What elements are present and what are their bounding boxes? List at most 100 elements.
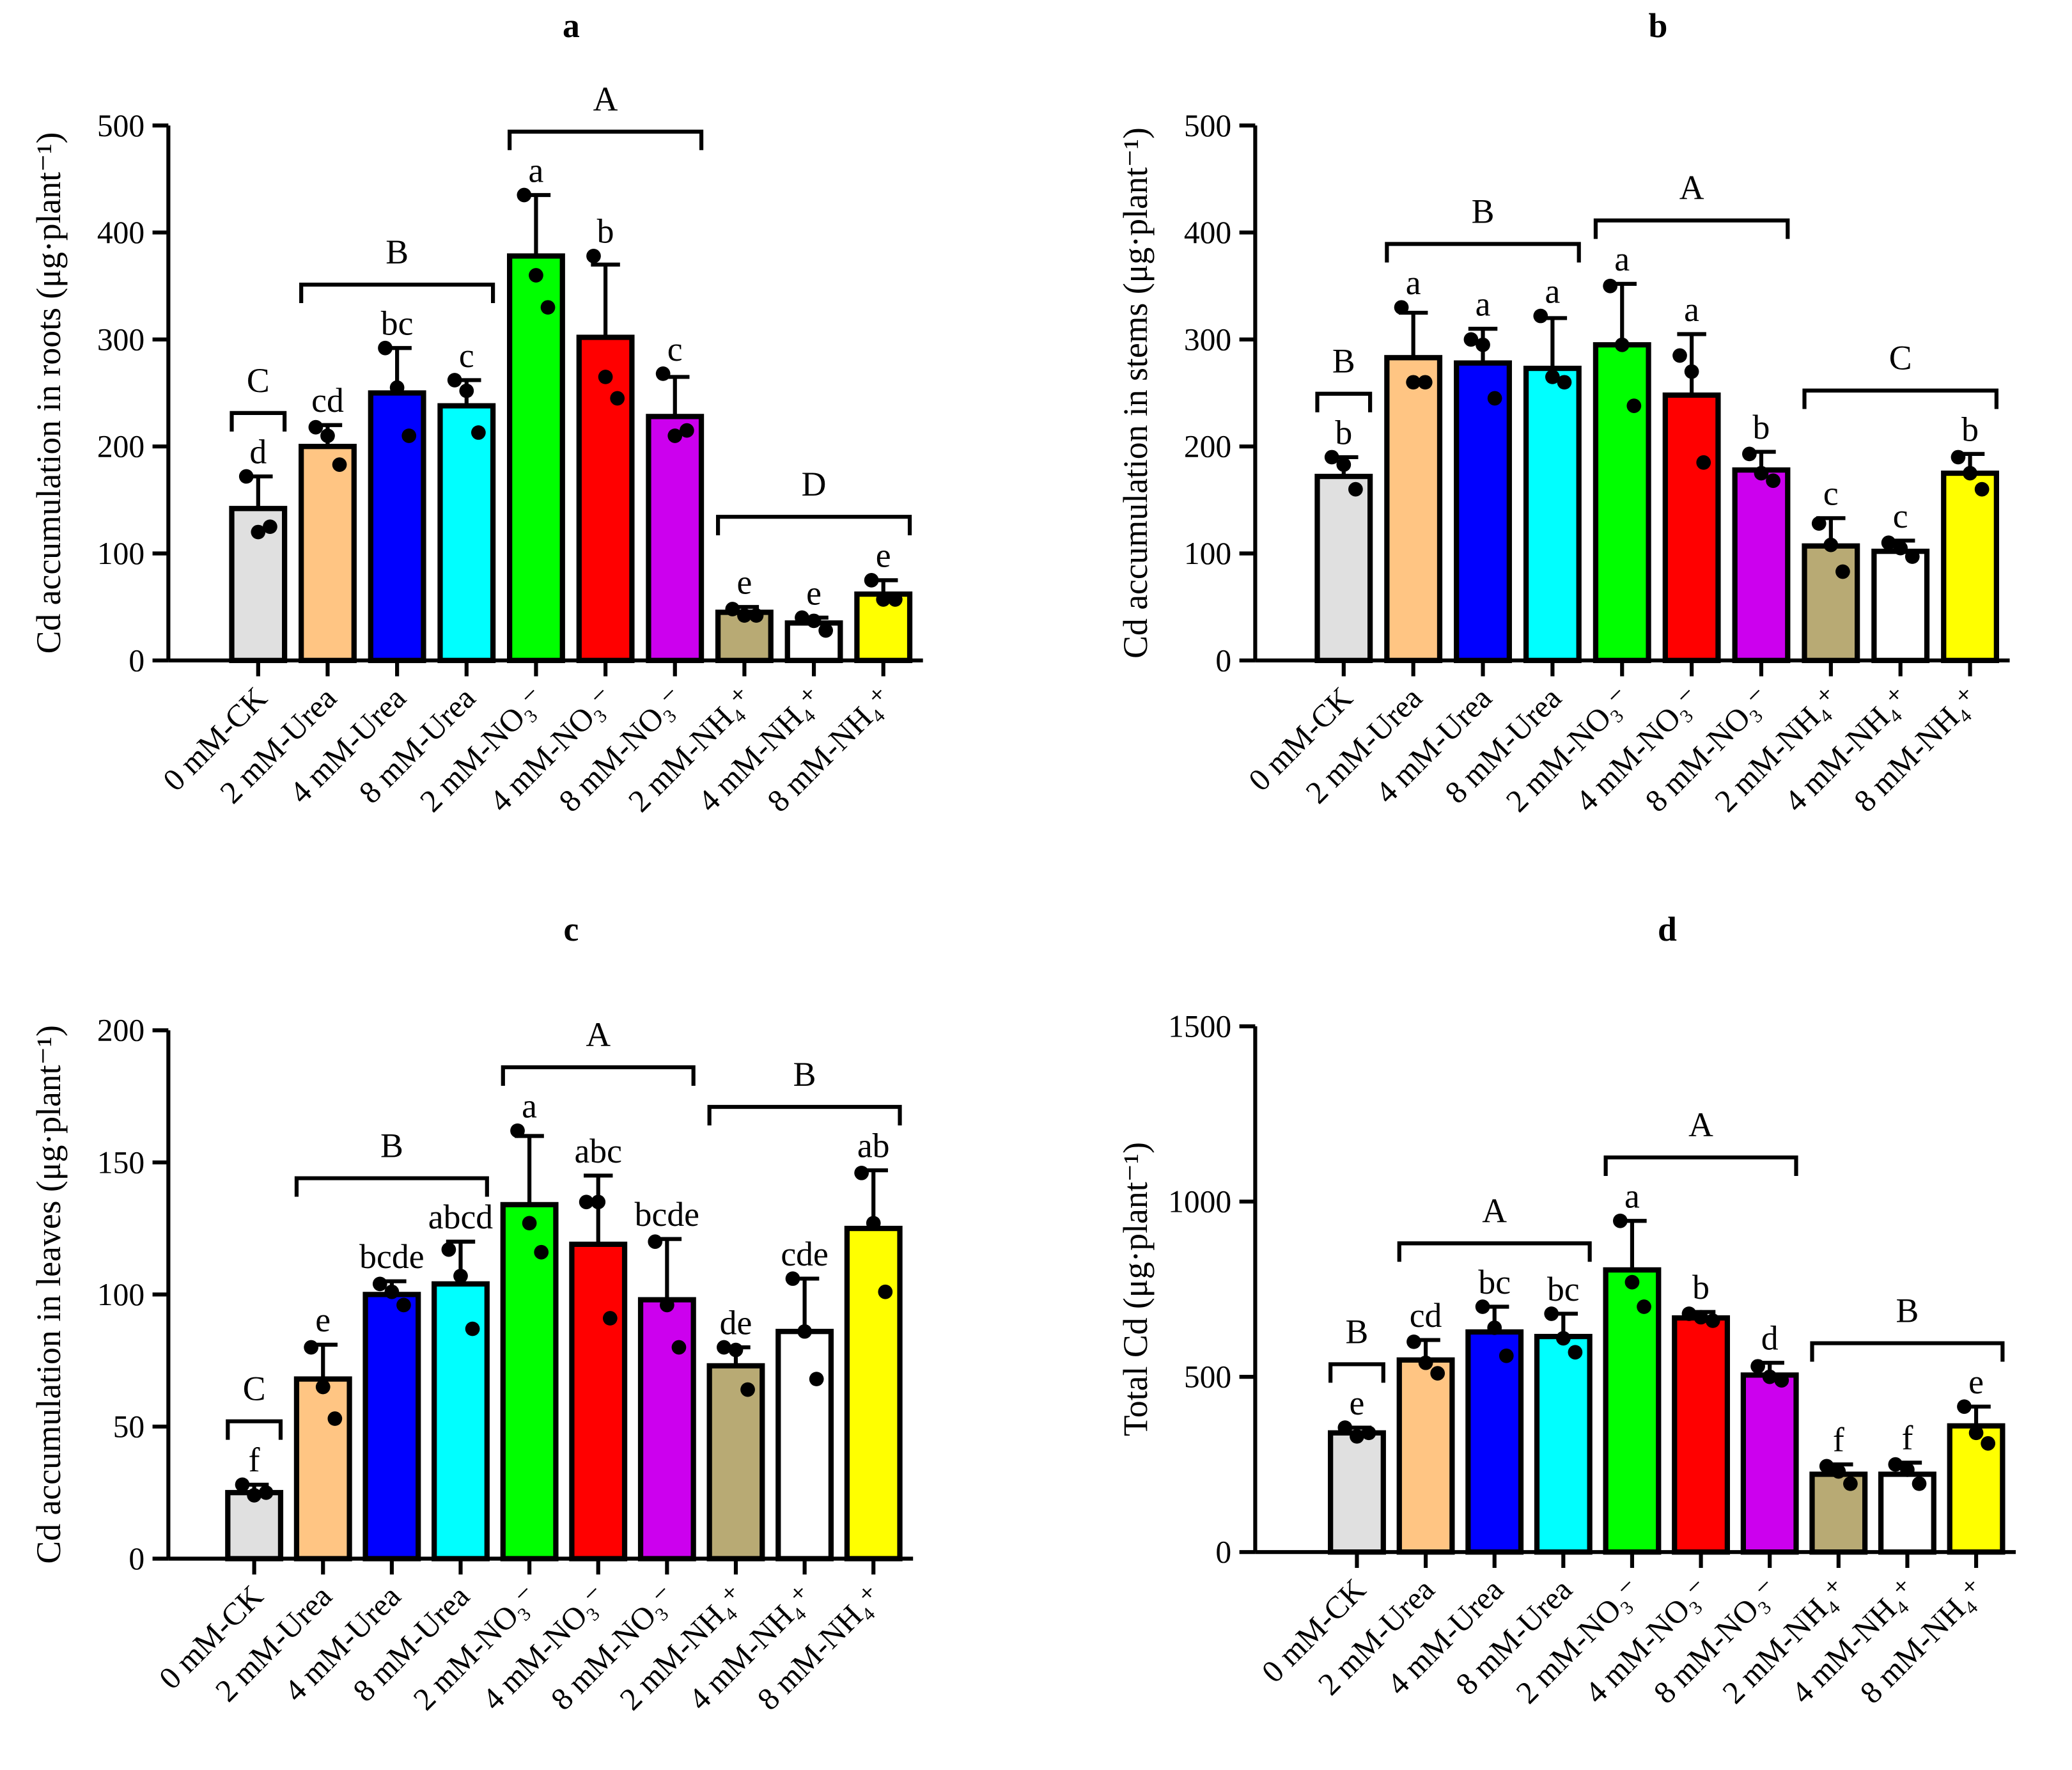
significance-letter: de xyxy=(720,1303,752,1342)
data-point xyxy=(1843,1476,1858,1491)
data-point xyxy=(378,340,393,356)
group-bracket xyxy=(508,129,704,150)
group-bracket xyxy=(1328,1362,1385,1383)
group-label: A xyxy=(586,1015,611,1054)
data-point xyxy=(864,572,879,588)
significance-letter: e xyxy=(806,574,822,612)
data-point xyxy=(1336,457,1351,473)
data-point xyxy=(320,428,335,443)
bar xyxy=(569,1241,628,1562)
bar xyxy=(1740,1372,1799,1555)
y-tick-label: 300 xyxy=(97,322,144,357)
data-point xyxy=(795,610,809,625)
group-bracket xyxy=(707,1104,902,1125)
data-point xyxy=(878,1284,893,1299)
group-bracket xyxy=(1385,242,1581,263)
data-point xyxy=(465,1321,480,1336)
data-point xyxy=(1893,540,1908,556)
group-label: A xyxy=(593,80,618,118)
data-point xyxy=(540,300,556,315)
data-point xyxy=(1337,1420,1353,1435)
bar xyxy=(1465,1329,1524,1555)
data-point xyxy=(1614,337,1630,352)
bar xyxy=(1384,355,1443,663)
data-point xyxy=(1951,450,1966,465)
data-point xyxy=(1681,1306,1697,1321)
y-axis-label: Cd accumulation in leaves (μg·plant⁻¹) xyxy=(29,1025,68,1564)
data-point xyxy=(327,1411,343,1426)
data-point xyxy=(1603,278,1618,294)
data-point xyxy=(887,592,903,607)
data-point xyxy=(1624,1274,1640,1290)
bar xyxy=(775,1329,834,1562)
significance-letter: d xyxy=(249,432,267,471)
data-point xyxy=(876,592,891,607)
data-point xyxy=(655,366,671,381)
data-point xyxy=(1406,1334,1421,1349)
data-point xyxy=(1888,1457,1903,1472)
group-label: D xyxy=(802,465,827,503)
data-point xyxy=(389,380,405,395)
significance-letter: ab xyxy=(857,1127,890,1165)
data-point xyxy=(586,249,601,263)
data-point xyxy=(238,469,254,484)
significance-letter: f xyxy=(1901,1419,1913,1457)
bar xyxy=(1593,342,1651,663)
data-point xyxy=(1684,364,1699,379)
group-bracket xyxy=(1397,1241,1592,1262)
panel-a: a 0 100 200 300 400 500 Cd accumulation in root… xyxy=(29,6,923,818)
group-label: B xyxy=(386,233,409,271)
data-point xyxy=(1672,348,1687,363)
y-tick-label: 500 xyxy=(1184,1359,1231,1395)
data-point xyxy=(1774,1373,1789,1388)
data-point xyxy=(679,423,694,438)
significance-letter: a xyxy=(529,151,544,189)
data-point xyxy=(1905,549,1920,564)
data-point xyxy=(797,1324,812,1339)
data-point xyxy=(1394,300,1409,315)
data-point xyxy=(263,519,277,535)
y-tick-label: 500 xyxy=(97,108,144,143)
data-point xyxy=(659,1297,674,1313)
data-point xyxy=(534,1244,549,1260)
data-point xyxy=(602,1311,618,1326)
significance-letter: b xyxy=(1961,410,1979,448)
bar xyxy=(1314,473,1373,663)
significance-letter: a xyxy=(1624,1177,1640,1216)
data-point xyxy=(1957,1399,1972,1414)
panel-title: d xyxy=(1658,910,1677,948)
data-point xyxy=(1348,482,1363,497)
data-point xyxy=(1819,1459,1834,1474)
y-tick-label: 0 xyxy=(1215,1535,1231,1570)
data-point xyxy=(1963,466,1977,481)
data-point xyxy=(529,268,543,283)
y-tick-label: 0 xyxy=(1215,643,1231,678)
bar xyxy=(576,334,635,663)
data-point xyxy=(1487,391,1502,406)
data-point xyxy=(1762,1369,1777,1384)
group-label: C xyxy=(243,1370,266,1408)
data-point xyxy=(522,1216,537,1231)
data-point xyxy=(1750,1359,1765,1374)
data-point xyxy=(1912,1476,1927,1491)
data-point xyxy=(471,425,486,440)
significance-letter: b xyxy=(1335,413,1352,451)
data-point xyxy=(717,1340,731,1355)
y-tick-label: 200 xyxy=(97,429,144,464)
group-bracket xyxy=(294,1176,489,1197)
data-point xyxy=(247,1487,261,1503)
data-point xyxy=(728,1342,744,1358)
bar xyxy=(1328,1430,1386,1555)
data-point xyxy=(1417,375,1433,390)
data-point xyxy=(332,457,347,473)
bar xyxy=(1603,1267,1662,1555)
data-point xyxy=(1974,482,1990,497)
bar xyxy=(1871,549,1930,663)
group-bracket xyxy=(226,1419,283,1440)
data-point xyxy=(1475,1299,1490,1314)
significance-letter: a xyxy=(1476,285,1491,323)
y-tick-label: 400 xyxy=(97,215,144,250)
bar xyxy=(362,1292,421,1562)
